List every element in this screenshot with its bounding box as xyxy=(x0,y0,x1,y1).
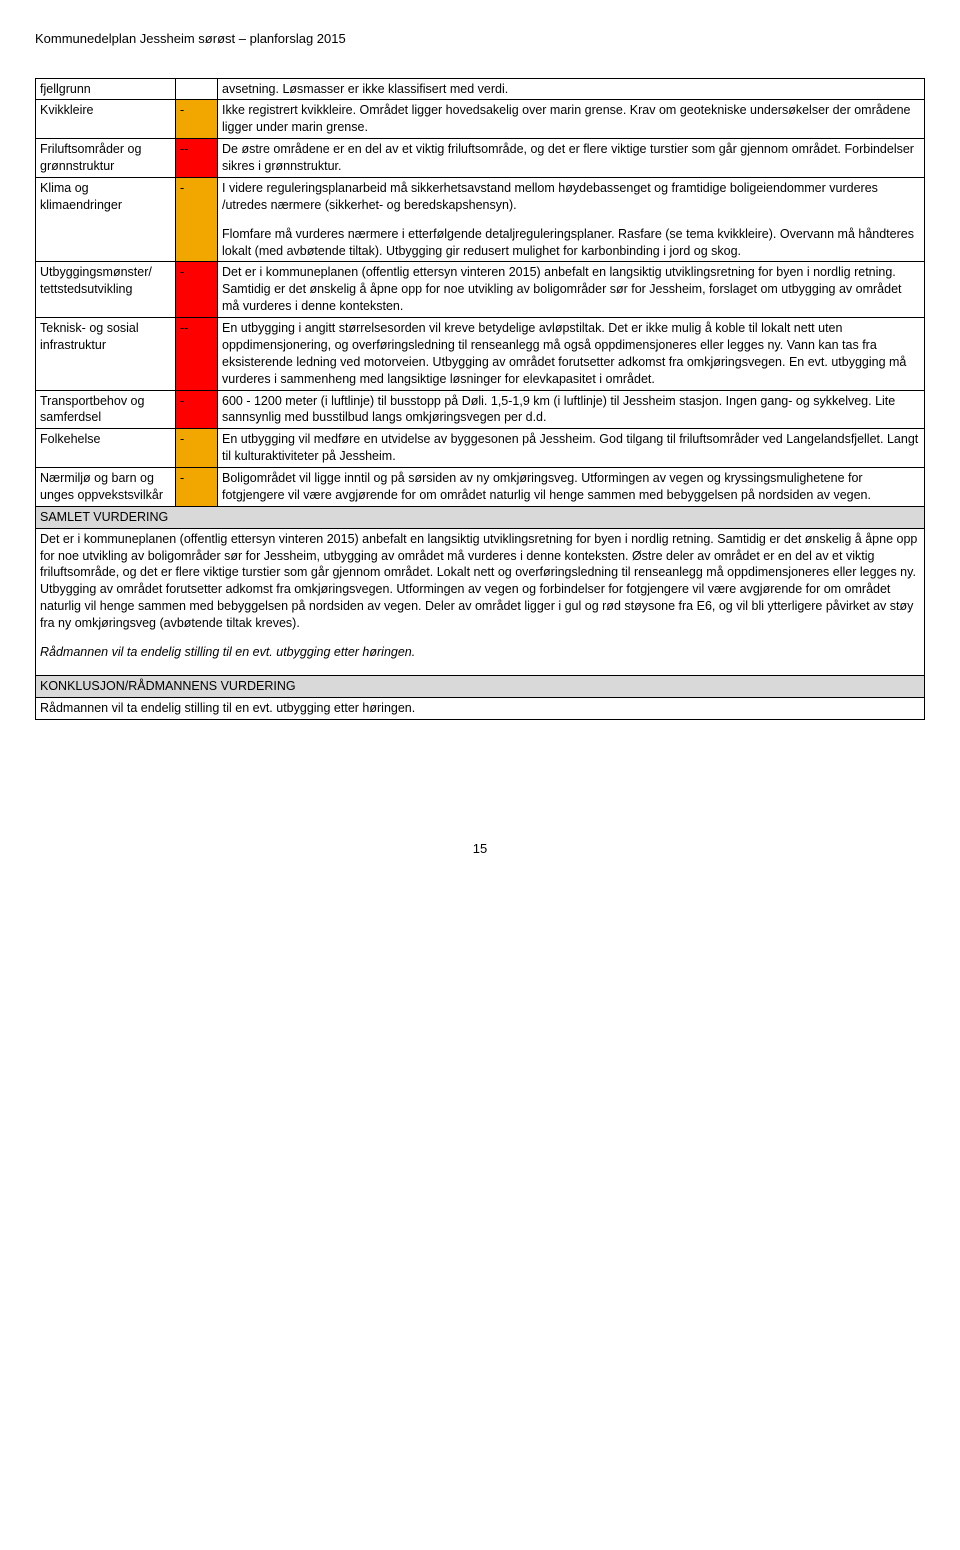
document-header: Kommunedelplan Jessheim sørøst – planfor… xyxy=(35,30,925,48)
row-label: fjellgrunn xyxy=(36,78,176,100)
row-rating: - xyxy=(176,390,218,429)
row-description: Boligområdet vil ligge inntil og på sørs… xyxy=(218,468,925,507)
row-description: avsetning. Løsmasser er ikke klassifiser… xyxy=(218,78,925,100)
table-row: Kvikkleire-Ikke registrert kvikkleire. O… xyxy=(36,100,925,139)
section-title: KONKLUSJON/RÅDMANNENS VURDERING xyxy=(36,675,925,697)
row-label: Teknisk- og sosial infrastruktur xyxy=(36,318,176,391)
table-row: Teknisk- og sosial infrastruktur--En utb… xyxy=(36,318,925,391)
samlet-body-row: Det er i kommuneplanen (offentlig etters… xyxy=(36,528,925,675)
table-row: Utbyggingsmønster/ tettstedsutvikling-De… xyxy=(36,262,925,318)
table-row: Transportbehov og samferdsel-600 - 1200 … xyxy=(36,390,925,429)
table-row: Friluftsområder og grønnstruktur--De øst… xyxy=(36,139,925,178)
section-header-konklusjon: KONKLUSJON/RÅDMANNENS VURDERING xyxy=(36,675,925,697)
row-description: De østre områdene er en del av et viktig… xyxy=(218,139,925,178)
row-rating xyxy=(176,78,218,100)
row-description: Ikke registrert kvikkleire. Området ligg… xyxy=(218,100,925,139)
table-row: fjellgrunn avsetning. Løsmasser er ikke k… xyxy=(36,78,925,100)
section-header-samlet: SAMLET VURDERING xyxy=(36,506,925,528)
row-description: 600 - 1200 meter (i luftlinje) til busst… xyxy=(218,390,925,429)
row-description: En utbygging i angitt størrelsesorden vi… xyxy=(218,318,925,391)
section-title: SAMLET VURDERING xyxy=(36,506,925,528)
table-row: Nærmiljø og barn og unges oppvekstsvilkå… xyxy=(36,468,925,507)
assessment-table: fjellgrunn avsetning. Løsmasser er ikke k… xyxy=(35,78,925,720)
row-rating: -- xyxy=(176,139,218,178)
row-label: Folkehelse xyxy=(36,429,176,468)
row-description: I videre reguleringsplanarbeid må sikker… xyxy=(218,177,925,262)
samlet-italic-line: Rådmannen vil ta endelig stilling til en… xyxy=(40,644,920,661)
row-rating: - xyxy=(176,262,218,318)
row-description: En utbygging vil medføre en utvidelse av… xyxy=(218,429,925,468)
row-label: Kvikkleire xyxy=(36,100,176,139)
row-rating: - xyxy=(176,100,218,139)
row-rating: -- xyxy=(176,318,218,391)
row-description: Det er i kommuneplanen (offentlig etters… xyxy=(218,262,925,318)
row-rating: - xyxy=(176,468,218,507)
konklusjon-body-text: Rådmannen vil ta endelig stilling til en… xyxy=(36,697,925,719)
konklusjon-body-row: Rådmannen vil ta endelig stilling til en… xyxy=(36,697,925,719)
row-rating: - xyxy=(176,177,218,262)
row-label: Friluftsområder og grønnstruktur xyxy=(36,139,176,178)
row-label: Nærmiljø og barn og unges oppvekstsvilkå… xyxy=(36,468,176,507)
row-label: Transportbehov og samferdsel xyxy=(36,390,176,429)
row-rating: - xyxy=(176,429,218,468)
table-row: Klima og klimaendringer-I videre reguler… xyxy=(36,177,925,262)
table-row: Folkehelse-En utbygging vil medføre en u… xyxy=(36,429,925,468)
page-number: 15 xyxy=(35,840,925,858)
row-label: Utbyggingsmønster/ tettstedsutvikling xyxy=(36,262,176,318)
row-label: Klima og klimaendringer xyxy=(36,177,176,262)
samlet-body-text: Det er i kommuneplanen (offentlig etters… xyxy=(40,531,920,632)
